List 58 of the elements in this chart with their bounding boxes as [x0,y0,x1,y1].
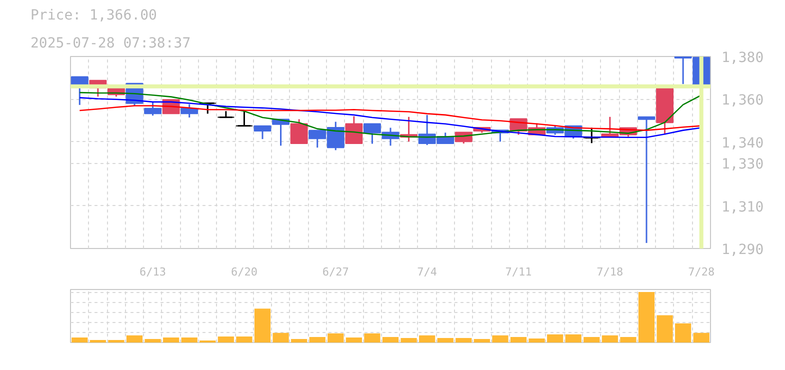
bar [456,338,472,342]
y-tick-label: 1,290 [722,242,764,258]
bar [218,336,234,342]
bar [364,333,380,342]
bar [181,337,198,342]
candlestick [290,118,308,144]
y-tick-label: 1,360 [722,92,764,109]
chart-title: Price: 1,366.00 [30,8,157,24]
candlestick [254,125,272,140]
bar [693,332,710,342]
bar [400,338,417,342]
bar [126,335,143,342]
bar [236,336,252,342]
x-tick-label: 7/11 [505,266,532,278]
candlestick [582,127,600,144]
bar [346,337,362,342]
y-tick-label: 1,310 [722,199,764,216]
bar [291,338,308,342]
candlestick [235,110,253,127]
bar [272,332,289,342]
y-tick-label: 1,380 [722,50,764,66]
bar [602,335,618,342]
y-tick-label: 1,340 [722,135,764,152]
bar [510,336,527,342]
candlestick [198,102,216,114]
bar [474,338,490,342]
x-tick-label: 7/18 [596,266,624,278]
x-tick-label: 6/27 [322,266,349,278]
bar [584,336,600,342]
x-tick-label: 6/20 [230,266,258,278]
x-tick-label: 7/28 [688,266,715,278]
x-tick-label: 7/4 [417,266,438,278]
bar [163,337,180,342]
y-tick-label: 1,330 [722,156,764,173]
bar [565,334,582,342]
bar [382,336,399,342]
bar [309,336,326,342]
bar [547,334,564,342]
candlestick [345,115,363,144]
x-tick-label: 6/13 [140,266,166,278]
bar [638,292,655,342]
bar [492,335,508,342]
line-series [78,105,702,131]
bar [437,338,454,342]
bar [108,340,124,342]
bar [90,340,106,342]
bar [254,308,271,342]
bar [656,315,673,342]
bar [675,323,692,342]
bar [144,338,161,342]
bar [419,335,436,342]
chart-subtitle: 2025-07-28 07:38:37 [30,36,191,52]
bar [528,338,545,342]
bar [620,336,636,342]
candlestick [144,102,162,116]
bar [328,333,344,342]
bar [72,337,88,342]
candlestick [638,116,656,244]
